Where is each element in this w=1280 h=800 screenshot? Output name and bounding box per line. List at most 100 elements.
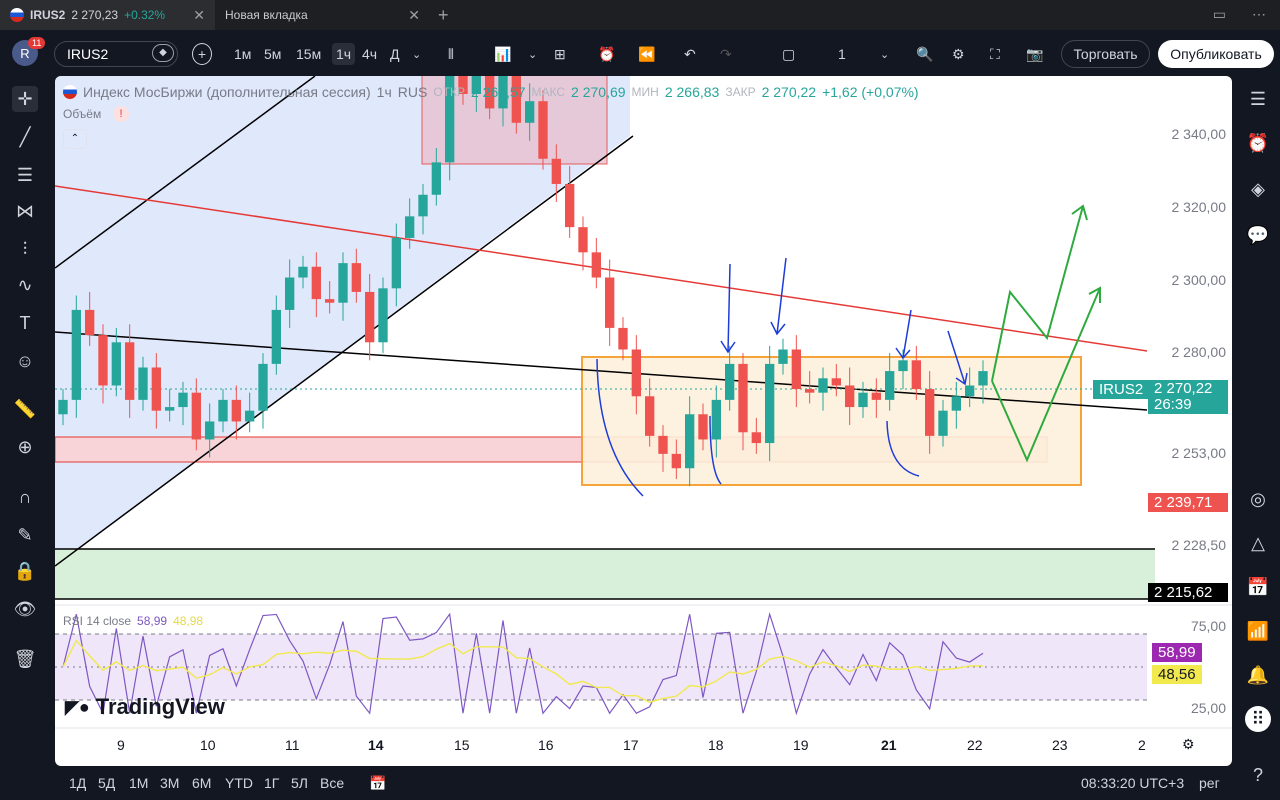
range-1y[interactable]: 1Г	[264, 775, 280, 791]
signal-icon[interactable]: 📶	[1246, 620, 1270, 641]
triangle-icon[interactable]: △	[1251, 532, 1265, 553]
watermark-text: TradingView	[95, 694, 225, 719]
redo-icon[interactable]: ↷	[720, 45, 732, 62]
lock-drawing-icon[interactable]: ✎	[17, 524, 33, 545]
apps-grid-icon[interactable]: ⠿	[1245, 706, 1271, 732]
trade-button[interactable]: Торговать	[1061, 40, 1150, 68]
candle	[858, 392, 868, 408]
range-1m[interactable]: 1М	[129, 775, 149, 791]
lock-icon[interactable]: 🔒	[13, 560, 37, 581]
calendar-range-icon[interactable]: 📅	[369, 775, 387, 791]
candle	[978, 371, 988, 386]
new-tab-icon[interactable]: +	[438, 4, 449, 25]
interval-4h[interactable]: 4ч	[362, 46, 378, 62]
clock-text[interactable]: 08:33:20 UTC+3	[1081, 775, 1185, 791]
candle	[271, 309, 281, 364]
symbol-search-input[interactable]: IRUS2	[54, 41, 178, 67]
diamond-icon[interactable]: ◆	[152, 44, 174, 62]
more-icon[interactable]: ⋯	[1252, 6, 1266, 22]
interval-1h[interactable]: 1ч	[332, 43, 356, 65]
range-ytd[interactable]: YTD	[225, 775, 253, 791]
browser-tab-new[interactable]: Новая вкладка ✕	[215, 0, 430, 30]
legend-interval: 1ч	[376, 84, 392, 100]
ruler-icon[interactable]: 📏	[13, 398, 37, 419]
magnet-icon[interactable]: ∩	[18, 486, 32, 507]
projection-icon[interactable]: ⫶	[22, 238, 28, 259]
interval-15m[interactable]: 15м	[296, 46, 322, 62]
search-icon[interactable]: 🔍	[916, 45, 934, 62]
trendline-icon[interactable]: ╱	[19, 126, 31, 147]
candle	[565, 183, 575, 228]
compare-add-icon[interactable]: +	[192, 43, 212, 65]
screen-icon[interactable]: ▭	[1212, 6, 1226, 22]
indicators-icon[interactable]: 📊	[494, 45, 512, 62]
layers-icon[interactable]: ◈	[1251, 178, 1265, 199]
emoji-icon[interactable]: ☺	[15, 350, 35, 371]
price-label: 2 340,00	[1171, 126, 1227, 142]
browser-tab-irus2[interactable]: IRUS2 2 270,23 +0.32% ✕	[0, 0, 215, 30]
layout-count[interactable]: 1	[838, 46, 846, 62]
axis-settings-icon[interactable]: ⚙	[1182, 736, 1195, 752]
candle	[218, 399, 228, 422]
chevron-down-icon[interactable]: ⌄	[412, 48, 422, 61]
fib-icon[interactable]: ☰	[16, 164, 34, 185]
close-tab-icon[interactable]: ✕	[193, 6, 205, 23]
candle	[325, 299, 335, 303]
candle	[538, 101, 548, 159]
candle	[938, 410, 948, 436]
candle	[365, 291, 375, 343]
settings-icon[interactable]: ⚙	[952, 45, 965, 62]
range-5d[interactable]: 5Д	[98, 775, 116, 791]
candle	[351, 263, 361, 292]
pattern-icon[interactable]: ⋈	[16, 200, 34, 221]
candle	[685, 414, 695, 469]
rsi-tag: 58,99	[1152, 643, 1202, 662]
chart-pane[interactable]: Индекс МосБиржи (дополнительная сессия) …	[55, 76, 1232, 766]
rsi-legend: RSI 14 close 58,99 48,98	[63, 614, 203, 628]
watchlist-icon[interactable]: ☰	[1249, 88, 1267, 109]
alert-icon[interactable]: ⏰	[598, 45, 616, 62]
alarm-icon[interactable]: ⏰	[1246, 132, 1270, 153]
range-6m[interactable]: 6М	[192, 775, 212, 791]
candle	[591, 252, 601, 278]
collapse-legend-icon[interactable]: ⌃	[63, 129, 87, 149]
time-label: 14	[368, 737, 384, 753]
close-tab-icon[interactable]: ✕	[408, 6, 420, 23]
range-1d[interactable]: 1Д	[69, 775, 87, 791]
interval-d[interactable]: Д	[390, 46, 400, 62]
candle	[511, 76, 521, 123]
range-5y[interactable]: 5Л	[291, 775, 308, 791]
candles-icon[interactable]: ⫴	[448, 45, 454, 62]
candle	[645, 396, 655, 436]
range-all[interactable]: Все	[320, 775, 345, 791]
help-icon[interactable]: ?	[1252, 764, 1263, 785]
chevron-down-icon[interactable]: ⌄	[528, 48, 538, 61]
layout-icon[interactable]: ▢	[782, 45, 796, 62]
chat-icon[interactable]: 💬	[1246, 224, 1270, 245]
zoom-icon[interactable]: ⊕	[17, 436, 33, 457]
text-icon[interactable]: T	[19, 312, 31, 333]
candle	[618, 327, 628, 350]
candle	[431, 162, 441, 195]
interval-5m[interactable]: 5м	[264, 46, 282, 62]
chevron-down-icon[interactable]: ⌄	[880, 48, 890, 61]
warning-icon[interactable]: !	[113, 106, 129, 122]
replay-icon[interactable]: ⏪	[638, 45, 656, 62]
templates-icon[interactable]: ⊞	[554, 45, 566, 62]
trash-icon[interactable]: 🗑	[13, 648, 37, 669]
candle	[165, 407, 175, 411]
eye-icon[interactable]: 👁	[13, 598, 37, 619]
bell-icon[interactable]: 🔔	[1246, 664, 1270, 685]
crosshair-icon[interactable]: ✛	[12, 86, 38, 112]
interval-1m[interactable]: 1м	[234, 46, 252, 62]
publish-button[interactable]: Опубликовать	[1158, 40, 1274, 68]
chart-canvas[interactable]	[55, 76, 1232, 766]
fullscreen-icon[interactable]: ⛶	[990, 45, 1000, 62]
brush-icon[interactable]: ∿	[17, 274, 33, 295]
camera-icon[interactable]: 📷	[1026, 45, 1044, 62]
calendar-icon[interactable]: 📅	[1246, 576, 1270, 597]
target-icon[interactable]: ◎	[1250, 488, 1266, 509]
session-mode[interactable]: рег	[1199, 775, 1220, 791]
range-3m[interactable]: 3М	[160, 775, 180, 791]
undo-icon[interactable]: ↶	[684, 45, 696, 62]
